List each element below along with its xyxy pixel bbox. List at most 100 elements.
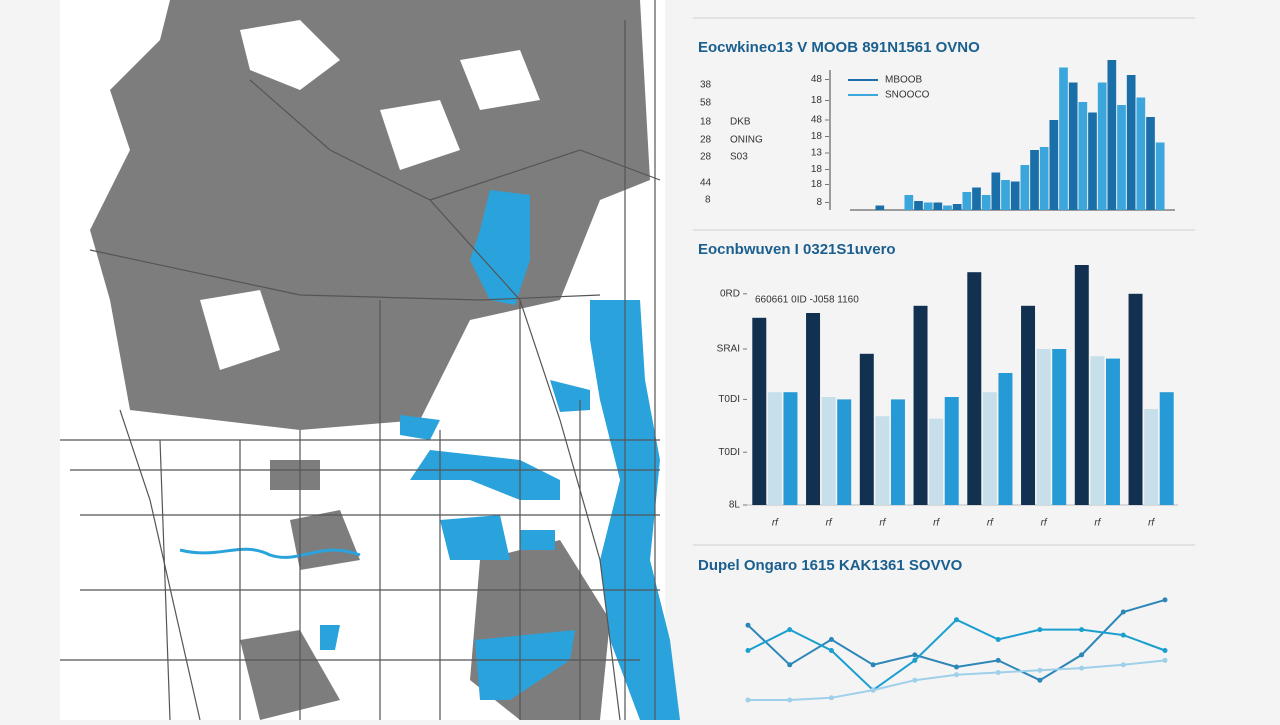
line-point: [1079, 652, 1085, 658]
bar: [982, 392, 997, 505]
axis-label: 58: [700, 98, 712, 109]
bar: [998, 373, 1013, 505]
bar: [890, 399, 905, 505]
bar: [1128, 293, 1143, 505]
river: [179, 547, 361, 559]
bar: [752, 317, 767, 505]
bar: [783, 392, 798, 505]
bar: [933, 202, 943, 210]
bar: [1155, 142, 1165, 210]
line-point: [1079, 627, 1085, 633]
bar: [991, 172, 1001, 210]
y-tick-label: 18: [811, 179, 823, 190]
chart-title: Eocnbwuven I 0321S1uvero: [698, 241, 896, 258]
x-tick-label: rf: [1148, 518, 1155, 529]
bar: [972, 187, 981, 210]
bar: [875, 205, 885, 210]
bar: [1126, 75, 1136, 210]
y-tick-label: 18: [811, 95, 823, 106]
bar: [1039, 147, 1049, 210]
map-clearing: [200, 20, 540, 370]
bar: [1030, 150, 1039, 210]
bar: [962, 192, 972, 210]
bar: [1144, 409, 1159, 505]
bar: [1021, 305, 1036, 505]
bar: [1049, 120, 1059, 210]
bar: [981, 195, 991, 210]
axis-label: 28: [700, 135, 712, 146]
map: [60, 0, 680, 721]
bar: [1036, 349, 1051, 505]
bar: [821, 397, 836, 505]
line-point: [954, 617, 959, 623]
bar: [923, 202, 933, 210]
axis-label: 28: [700, 152, 712, 163]
bar: [1117, 105, 1126, 210]
line-point: [1037, 667, 1043, 673]
line-series: [747, 618, 1166, 692]
bar: [806, 313, 821, 505]
bar: [1090, 356, 1105, 505]
line-point: [828, 648, 834, 653]
bar: [1159, 392, 1174, 505]
x-tick-label: rf: [772, 518, 779, 529]
bar: [1097, 82, 1107, 210]
y-tick-label: 18: [811, 131, 823, 142]
bar: [1136, 97, 1146, 210]
bar: [914, 201, 923, 210]
axis-label: 18: [700, 117, 712, 128]
y-tick-label: SRAI: [717, 344, 740, 355]
line-point: [745, 697, 751, 703]
bar: [837, 399, 852, 505]
line-point: [870, 662, 876, 668]
legend-label: MBOOB: [885, 75, 923, 86]
x-tick-label: rf: [1094, 518, 1101, 529]
bar: [1107, 60, 1117, 210]
y-tick-label: 8L: [729, 500, 741, 511]
bar: [967, 272, 982, 505]
bar: [1078, 102, 1088, 210]
line-point: [995, 670, 1001, 675]
bar: [1052, 349, 1067, 505]
chart-title: Dupel Ongaro 1615 KAK1361 SOVVO: [698, 557, 963, 574]
legend-label: SNOOCO: [885, 90, 930, 101]
bar: [904, 195, 914, 210]
line-point: [1162, 597, 1168, 603]
x-tick-label: rf: [826, 518, 833, 529]
bar: [1074, 265, 1089, 505]
line-point: [912, 652, 918, 658]
line-point: [787, 697, 793, 703]
chart-title: Eocwkineo13 V MOOB 891N1561 OVNO: [698, 39, 980, 56]
y-tick-label: 48: [811, 115, 823, 126]
line-point: [912, 677, 918, 683]
bar: [767, 392, 782, 505]
bar: [944, 397, 959, 505]
x-tick-label: rf: [987, 518, 994, 529]
chart-subtitle: 660661 0ID -J058 1160: [755, 295, 859, 306]
x-tick-label: rf: [879, 518, 886, 529]
line-point: [1037, 677, 1043, 683]
line-point: [954, 672, 959, 678]
roads: [60, 0, 661, 721]
line-point: [1079, 665, 1085, 671]
axis-label: S03: [730, 152, 748, 163]
y-tick-label: 0RD: [720, 288, 740, 299]
axis-label: 44: [700, 178, 712, 189]
x-tick-label: rf: [933, 518, 940, 529]
axis-label: 38: [700, 80, 712, 91]
panel-separators: [693, 17, 1195, 546]
line-point: [995, 637, 1001, 642]
bar: [859, 353, 874, 505]
line-point: [995, 657, 1001, 663]
bar: [875, 416, 890, 505]
line-point: [1162, 648, 1168, 653]
y-tick-label: 8: [816, 197, 822, 208]
line-point: [787, 627, 793, 633]
axis-label: ONING: [730, 135, 763, 146]
bar: [943, 205, 952, 210]
line-point: [745, 622, 751, 628]
bar: [952, 204, 962, 210]
line-point: [745, 648, 751, 653]
